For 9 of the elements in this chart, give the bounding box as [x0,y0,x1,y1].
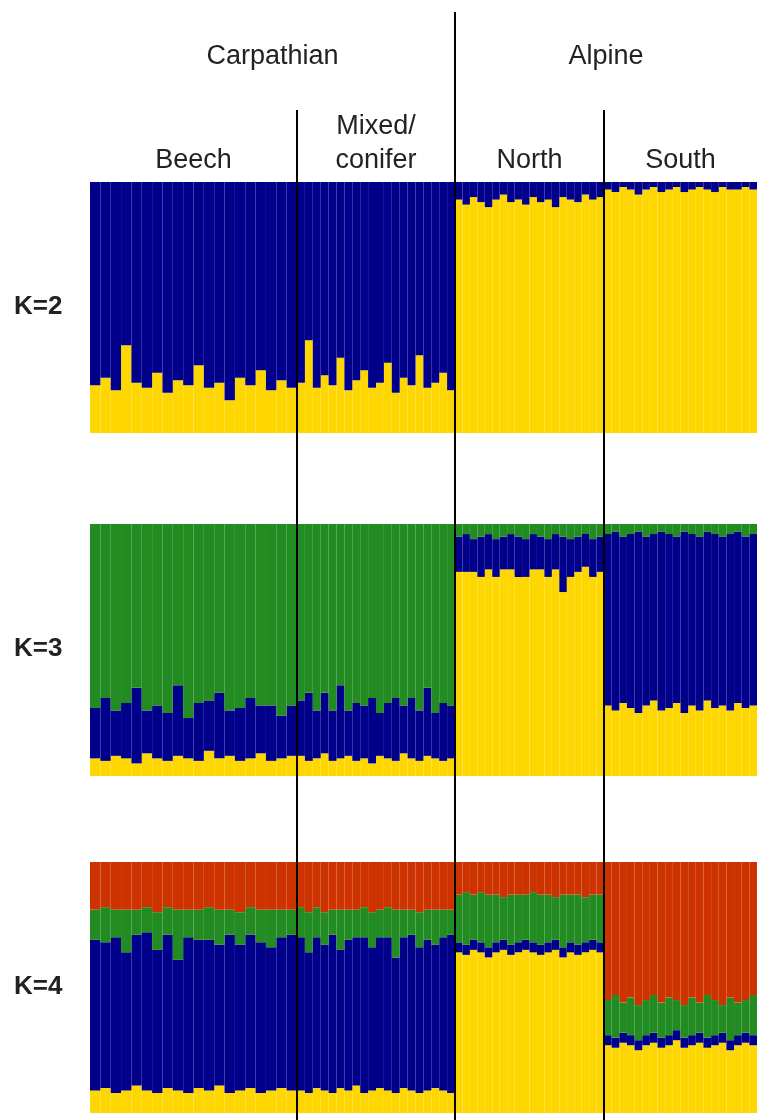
text: K=4 [14,969,63,1001]
text: Alpine [567,39,645,72]
text: K=3 [14,632,63,663]
text: Carpathian [205,39,340,72]
chart-title: Mixed/ conifer [334,109,418,176]
chart-title: North [495,143,564,176]
chart-title: Beech [154,143,233,176]
text: K=2 [14,289,63,321]
chart-title: South [644,143,717,176]
